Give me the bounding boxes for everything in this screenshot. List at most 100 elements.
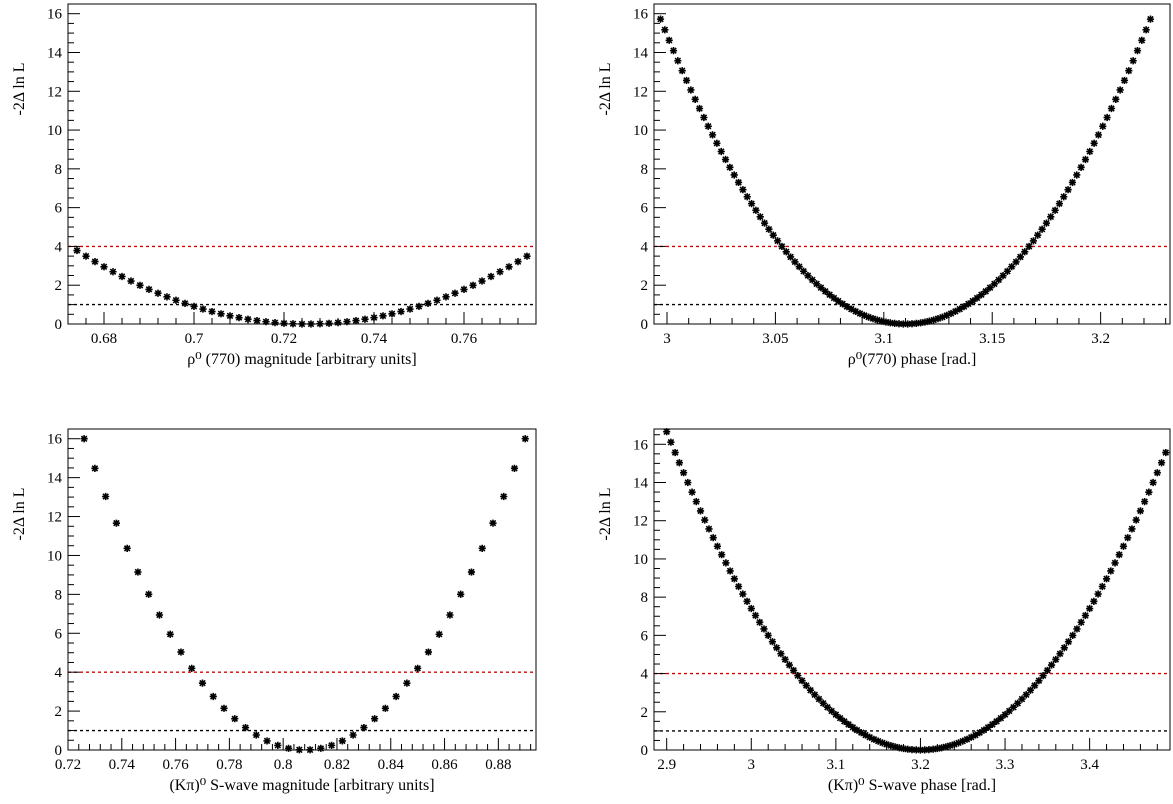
data-point [1073,171,1080,178]
data-point [1065,638,1072,645]
data-point [154,290,161,297]
data-point [136,282,143,289]
y-tick-label: 12 [633,514,648,530]
data-point [522,435,529,442]
data-point [478,277,485,284]
x-tick-label: 0.7 [185,331,204,347]
data-point [289,320,296,327]
data-point [414,665,421,672]
data-point [701,516,708,523]
data-point [328,742,335,749]
data-point [424,300,431,307]
data-point [457,591,464,598]
data-point [479,545,486,552]
data-point [666,37,673,44]
data-point [127,277,134,284]
y-tick-label: 16 [633,437,649,453]
x-tick-label: 3.3 [996,757,1015,773]
data-point [710,534,717,541]
data-point [705,525,712,532]
data-point [102,493,109,500]
data-point [446,611,453,618]
data-point [731,171,738,178]
data-point [1141,498,1148,505]
data-point [735,179,742,186]
data-point [1117,86,1124,93]
data-point [1154,469,1161,476]
data-point [657,16,664,23]
data-point [339,737,346,744]
data-point [433,297,440,304]
x-tick-label: 0.72 [55,757,81,773]
data-point [1047,213,1054,220]
data-point [91,465,98,472]
data-point [674,57,681,64]
data-point [683,77,690,84]
data-point [1121,77,1128,84]
data-point [285,745,292,752]
y-tick-label: 8 [55,587,63,603]
data-point [296,746,303,753]
y-tick-label: 6 [641,201,649,217]
data-point [1025,243,1032,250]
y-tick-label: 10 [633,552,648,568]
y-tick-label: 4 [55,665,63,681]
y-tick-label: 2 [55,278,63,294]
data-point [748,605,755,612]
data-point [1143,26,1150,33]
x-tick-label: 3.1 [874,331,893,347]
data-point [253,731,260,738]
data-point [242,724,249,731]
data-point [199,680,206,687]
data-point [731,575,738,582]
y-tick-label: 6 [641,628,649,644]
data-point [82,253,89,260]
data-point [379,312,386,319]
x-tick-label: 3.1 [826,757,845,773]
data-point [73,247,80,254]
y-axis-title: -2Δ ln L [597,488,614,541]
data-point [1107,567,1114,574]
scan-points [663,428,1169,754]
data-point [693,498,700,505]
data-point [752,612,759,619]
y-tick-label: 0 [641,317,649,333]
data-point [714,543,721,550]
data-point [442,293,449,300]
y-tick-label: 4 [55,239,63,255]
data-point [1108,105,1115,112]
data-point [1099,583,1106,590]
x-axis-title: ρ⁰(770) phase [rad.] [848,351,977,368]
x-axis-title: (Kπ)⁰ S-wave phase [rad.] [828,777,996,794]
x-tick-label: 0.84 [378,757,405,773]
data-point [1069,179,1076,186]
y-tick-label: 4 [641,667,649,683]
data-point [1069,632,1076,639]
data-point [1048,661,1055,668]
y-tick-label: 2 [641,278,649,294]
data-point [1056,650,1063,657]
data-point [765,226,772,233]
data-point [1086,605,1093,612]
data-point [1078,619,1085,626]
data-point [1030,237,1037,244]
data-point [262,318,269,325]
data-point [718,148,725,155]
x-tick-label: 0.88 [485,757,511,773]
data-point [1104,114,1111,121]
data-point [1052,656,1059,663]
data-point [91,258,98,265]
data-point [1103,575,1110,582]
data-point [697,507,704,514]
y-tick-label: 6 [55,626,63,642]
x-tick-label: 3 [663,331,671,347]
data-point [113,520,120,527]
data-point [1038,226,1045,233]
chart-panel-4: 0 2 4 6 8 10 12 14 16 2.9 3 3.1 3.2 3.3 3.4 (Kπ)⁰ S-wav… [597,428,1170,794]
y-axis-title: -2Δ ln L [11,63,28,116]
plot-frame [654,429,1170,750]
data-point [360,724,367,731]
data-point [1056,200,1063,207]
x-tick-label: 0.74 [361,331,388,347]
